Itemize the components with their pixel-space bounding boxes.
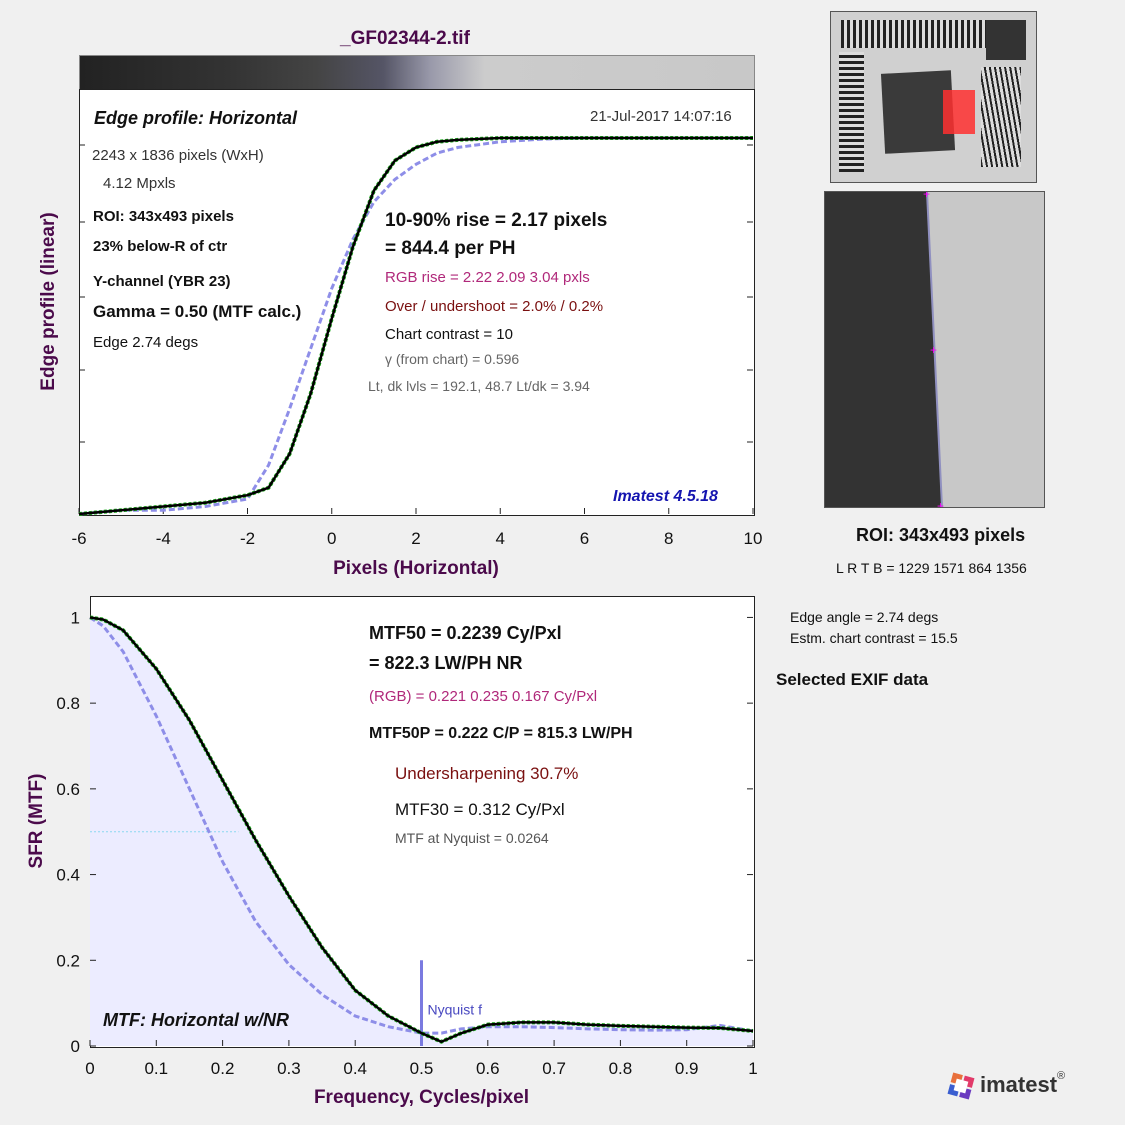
mtf50-text: MTF50 = 0.2239 Cy/Pxl bbox=[369, 623, 562, 643]
levels-text: Lt, dk lvls = 192.1, 48.7 Lt/dk = 3.94 bbox=[368, 378, 590, 394]
imatest-logo: imatest ® bbox=[945, 1070, 1065, 1102]
mtf-xtick-label: 0.2 bbox=[211, 1059, 235, 1078]
edge-info-4: Y-channel (YBR 23) bbox=[93, 273, 231, 290]
mtf30-text: MTF30 = 0.312 Cy/Pxl bbox=[395, 800, 565, 819]
edge-panel-title: Edge profile: Horizontal bbox=[94, 108, 298, 128]
edge-xlabel: Pixels (Horizontal) bbox=[333, 558, 499, 579]
registered-mark: ® bbox=[1057, 1070, 1066, 1082]
mtf-xtick-label: 0.3 bbox=[277, 1059, 301, 1078]
undersharp-text: Undersharpening 30.7% bbox=[395, 764, 579, 783]
edge-info-2: ROI: 343x493 pixels bbox=[93, 208, 234, 225]
imatest-logo-text: imatest bbox=[980, 1072, 1058, 1097]
edge-angle-text: Edge angle = 2.74 degs bbox=[790, 609, 939, 625]
mtf-xtick-label: 0.4 bbox=[343, 1059, 367, 1078]
svg-text:+: + bbox=[923, 192, 930, 201]
chart-thumbnail bbox=[830, 11, 1037, 183]
mtf-xtick-label: 0.5 bbox=[410, 1059, 434, 1078]
mtf-ylabel: SFR (MTF) bbox=[26, 774, 47, 869]
contrast-text: Chart contrast = 10 bbox=[385, 326, 513, 343]
overshoot-text: Over / undershoot = 2.0% / 0.2% bbox=[385, 298, 604, 315]
mtf-ytick-label: 0.6 bbox=[56, 780, 80, 799]
mtf-xtick-label: 1 bbox=[748, 1059, 757, 1078]
edge-xtick-label: 0 bbox=[327, 529, 336, 548]
edge-info-3: 23% below-R of ctr bbox=[93, 238, 228, 255]
edge-info-6: Edge 2.74 degs bbox=[93, 334, 199, 351]
mtf-xtick-label: 0.7 bbox=[542, 1059, 566, 1078]
mtf-xtick-label: 0.1 bbox=[144, 1059, 168, 1078]
svg-text:+: + bbox=[937, 499, 944, 507]
lwph-text: = 822.3 LW/PH NR bbox=[369, 653, 523, 673]
roi-title: ROI: 343x493 pixels bbox=[856, 525, 1026, 545]
edge-xtick-label: -4 bbox=[156, 529, 171, 548]
nyquist-label: Nyquist f bbox=[428, 1001, 483, 1017]
mtf-area-fill bbox=[90, 617, 753, 1046]
roi-coords: L R T B = 1229 1571 864 1356 bbox=[836, 560, 1027, 576]
rise-text: 10-90% rise = 2.17 pixels bbox=[385, 210, 608, 231]
mtf-ytick-label: 0.4 bbox=[56, 866, 80, 885]
per-ph-text: = 844.4 per PH bbox=[385, 238, 516, 259]
nyq-mtf-text: MTF at Nyquist = 0.0264 bbox=[395, 830, 549, 846]
rgb-mtf-text: (RGB) = 0.221 0.235 0.167 Cy/Pxl bbox=[369, 688, 598, 705]
mtf-panel-title: MTF: Horizontal w/NR bbox=[103, 1010, 289, 1030]
edge-xtick-label: -6 bbox=[71, 529, 86, 548]
roi-edge: + + + bbox=[825, 192, 944, 507]
mtf-ytick-label: 0.8 bbox=[56, 694, 80, 713]
edge-info-0: 2243 x 1836 pixels (WxH) bbox=[92, 147, 264, 164]
mtf-series-black bbox=[89, 616, 754, 1044]
chart-contrast-text: Estm. chart contrast = 15.5 bbox=[790, 630, 958, 646]
edge-info-5: Gamma = 0.50 (MTF calc.) bbox=[93, 302, 302, 321]
mtf-xlabel: Frequency, Cycles/pixel bbox=[314, 1087, 529, 1108]
mtf-xtick-label: 0.8 bbox=[609, 1059, 633, 1078]
mtf50p-text: MTF50P = 0.222 C/P = 815.3 LW/PH bbox=[369, 725, 633, 742]
gamma-text: γ (from chart) = 0.596 bbox=[385, 351, 520, 367]
roi-image: + + + bbox=[824, 191, 1045, 508]
edge-xtick-label: -2 bbox=[240, 529, 255, 548]
mtf-ytick-label: 0.2 bbox=[56, 951, 80, 970]
rgb-rise-text: RGB rise = 2.22 2.09 3.04 pxls bbox=[385, 269, 590, 286]
mtf-xtick-label: 0.6 bbox=[476, 1059, 500, 1078]
edge-plot-area bbox=[79, 89, 755, 516]
mtf-ytick-label: 1 bbox=[71, 608, 80, 627]
edge-date: 21-Jul-2017 14:07:16 bbox=[590, 108, 732, 125]
edge-xtick-label: 10 bbox=[744, 529, 763, 548]
edge-xtick-label: 4 bbox=[496, 529, 505, 548]
file-title: _GF02344-2.tif bbox=[340, 28, 470, 49]
edge-series-black bbox=[78, 136, 753, 516]
version-text: Imatest 4.5.18 bbox=[613, 488, 718, 505]
mtf-ytick-label: 0 bbox=[71, 1037, 80, 1056]
imatest-logo-icon bbox=[947, 1072, 975, 1100]
mtf-xtick-label: 0 bbox=[85, 1059, 94, 1078]
mtf-series-blue bbox=[89, 616, 754, 1035]
edge-info-1: 4.12 Mpxls bbox=[103, 175, 176, 192]
mtf-xtick-label: 0.9 bbox=[675, 1059, 699, 1078]
edge-ylabel: Edge profile (linear) bbox=[38, 212, 59, 390]
edge-xtick-label: 2 bbox=[411, 529, 420, 548]
svg-text:+: + bbox=[930, 343, 937, 357]
exif-title: Selected EXIF data bbox=[776, 670, 929, 689]
edge-xtick-label: 6 bbox=[580, 529, 589, 548]
edge-xtick-label: 8 bbox=[664, 529, 673, 548]
